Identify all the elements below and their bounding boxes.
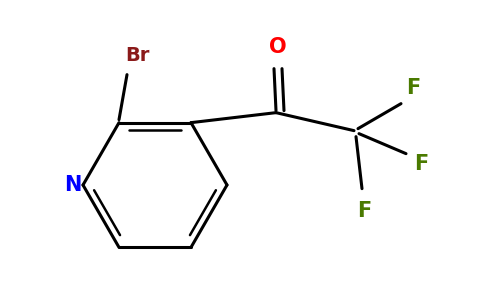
Text: Br: Br [125, 46, 149, 65]
Text: F: F [414, 154, 428, 174]
Text: N: N [64, 175, 82, 195]
Text: O: O [269, 37, 287, 57]
Text: F: F [406, 78, 420, 98]
Text: F: F [357, 201, 371, 220]
